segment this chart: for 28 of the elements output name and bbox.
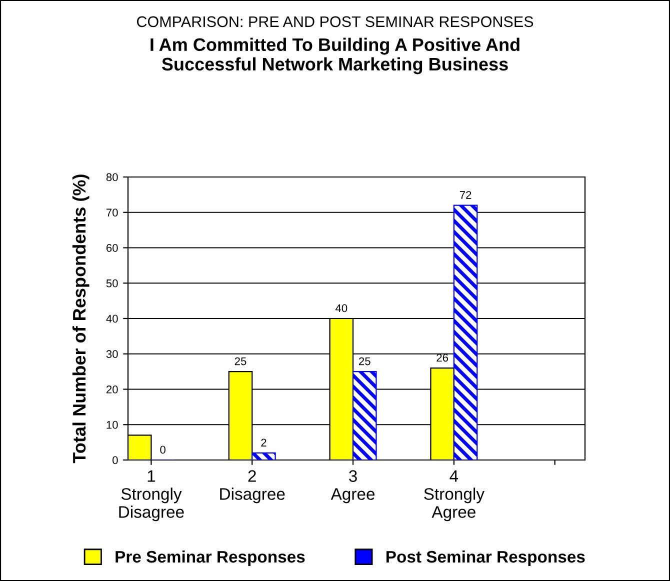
data-label: 2 (261, 438, 266, 446)
legend-label: Pre Seminar Responses (116, 550, 305, 566)
x-tick-label: 3 Agree (330, 470, 375, 504)
data-label: 0 (160, 446, 166, 454)
x-tick-label: 1 Strongly Disagree (119, 470, 184, 522)
y-tick-label: 10 (106, 420, 118, 429)
data-label: 25 (234, 357, 246, 366)
legend-label: Post Seminar Responses (386, 550, 585, 566)
data-label: 26 (436, 354, 448, 362)
x-tick-label: 4 Strongly Agree (424, 470, 484, 522)
bar (352, 371, 377, 460)
y-tick-label: 80 (106, 173, 118, 182)
y-tick-label: 70 (106, 208, 118, 217)
data-label: 72 (460, 191, 472, 199)
y-tick-label: 40 (106, 314, 118, 323)
y-tick-label: 50 (106, 279, 118, 288)
chart-title: I Am Committed To Building A Positive And Successful Network Marketing Business (150, 38, 520, 74)
y-tick-label: 20 (106, 386, 118, 394)
x-tick-label: 2 Disagree (220, 470, 285, 504)
bar (252, 452, 276, 460)
y-axis-title: Total Number of Respondents (%) (72, 174, 90, 464)
data-label: 25 (359, 357, 370, 366)
y-tick-label: 60 (106, 244, 118, 252)
bar (453, 204, 478, 460)
y-tick-label: 30 (106, 350, 118, 358)
y-tick-label: 0 (112, 456, 118, 464)
data-label: 40 (335, 304, 348, 312)
chart-subtitle: COMPARISON: PRE AND POST SEMINAR RESPONSES (136, 16, 534, 28)
